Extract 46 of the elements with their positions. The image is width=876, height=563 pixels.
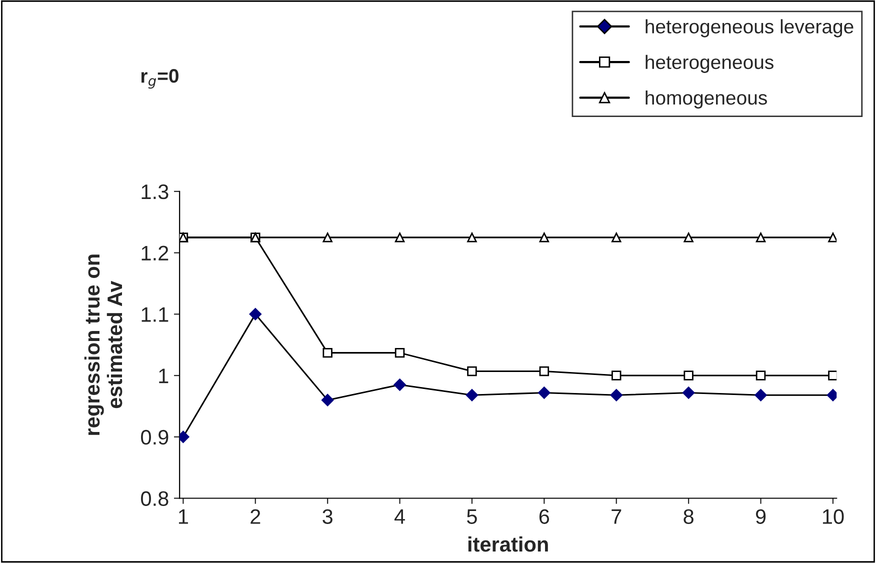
x-tick-label: 8 [684, 509, 694, 524]
x-tick-label: 6 [539, 509, 550, 524]
x-tick-label: 2 [250, 509, 260, 524]
point [612, 370, 622, 380]
y-tick-label: 1.3 [142, 184, 168, 200]
point [321, 394, 334, 406]
point [756, 232, 766, 242]
point [394, 378, 406, 391]
chart-title: r$_{g}$=0 [141, 69, 178, 89]
point [754, 389, 767, 402]
point [322, 232, 332, 242]
legend-label: heterogeneous leverage [646, 19, 854, 38]
x-tick-label: 3 [322, 509, 332, 524]
point [538, 386, 550, 399]
point [684, 370, 694, 380]
x-tick-label: 4 [394, 509, 405, 524]
y-axis-title: regression true on estimated Av [84, 254, 122, 435]
legend-label: heterogeneous [646, 54, 774, 73]
point [467, 232, 477, 242]
x-tick-label: 7 [612, 509, 622, 524]
y-tick-label: 0.8 [141, 491, 168, 506]
point [828, 232, 837, 242]
x-tick-label: 10 [822, 509, 844, 524]
point [684, 232, 694, 242]
point [394, 348, 405, 358]
y-tick-label: 1 [159, 368, 168, 384]
y-tick-label: 1.1 [142, 307, 168, 322]
x-axis-title: iteration [468, 536, 548, 552]
point [828, 370, 837, 380]
point [612, 232, 622, 242]
y-tick-label: 0.9 [141, 430, 168, 445]
point [466, 389, 478, 402]
x-tick-label: 5 [467, 509, 477, 524]
legend-label: homogeneous [646, 90, 767, 109]
point [682, 386, 695, 399]
point [322, 348, 332, 358]
point [756, 370, 766, 380]
point [539, 232, 550, 242]
point [610, 389, 622, 402]
x-tick-label: 1 [178, 509, 188, 524]
x-tick-label: 9 [756, 509, 766, 524]
point [249, 308, 262, 320]
point [394, 232, 405, 242]
point [539, 366, 550, 376]
y-tick-label: 1.2 [142, 246, 168, 260]
point [467, 366, 477, 376]
